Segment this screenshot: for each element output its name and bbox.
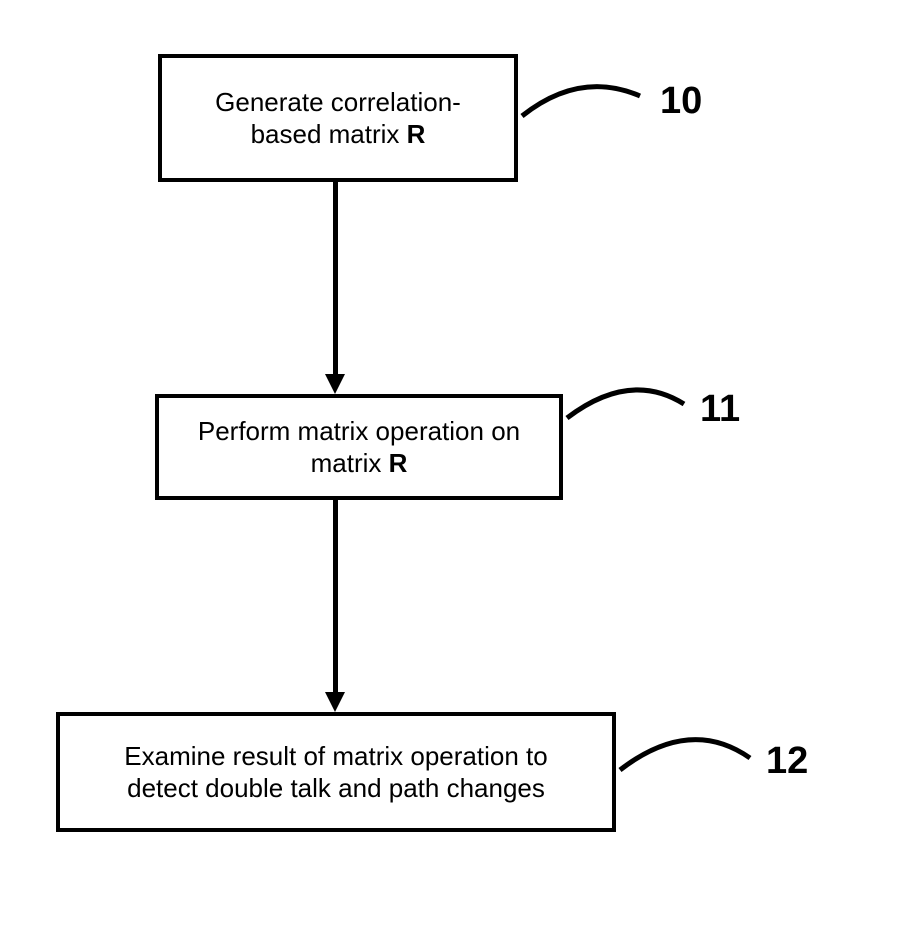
label-12: 12 — [766, 740, 808, 783]
flowchart-canvas: Generate correlation-based matrix R 10 P… — [0, 0, 907, 935]
callout-12 — [0, 0, 907, 935]
